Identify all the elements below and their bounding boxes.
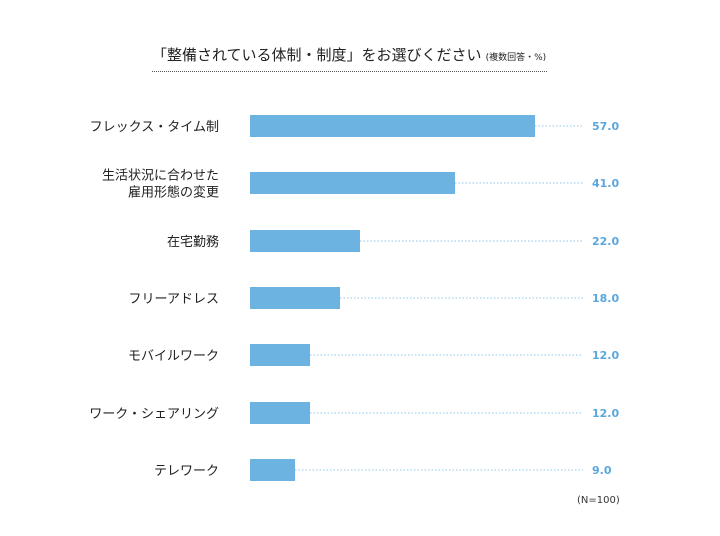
category-label: フリーアドレス xyxy=(129,292,219,307)
category-label: フレックス・タイム制 xyxy=(90,120,219,135)
category-label: モバイルワーク xyxy=(128,349,219,364)
bar xyxy=(250,230,360,252)
sample-size-note: (N=100) xyxy=(577,495,620,506)
bar xyxy=(250,402,310,424)
bar xyxy=(250,115,535,137)
value-label: 22.0 xyxy=(592,235,619,248)
bar xyxy=(250,287,340,309)
value-label: 12.0 xyxy=(592,407,619,420)
category-label: テレワーク xyxy=(154,464,219,479)
bar-chart: 57.0 フレックス・タイム制 41.0 生活状況に合わせた雇用形態の変更 22.0 在宅… xyxy=(0,0,720,536)
category-label: 生活状況に合わせた雇用形態の変更 xyxy=(102,169,219,201)
value-label: 9.0 xyxy=(592,464,612,477)
value-label: 12.0 xyxy=(592,349,619,362)
value-label: 57.0 xyxy=(592,120,619,133)
value-label: 41.0 xyxy=(592,177,619,190)
value-label: 18.0 xyxy=(592,292,619,305)
bar xyxy=(250,172,455,194)
bar xyxy=(250,459,295,481)
category-label: 在宅勤務 xyxy=(167,235,219,250)
bar xyxy=(250,344,310,366)
category-label: ワーク・シェアリング xyxy=(89,407,219,422)
